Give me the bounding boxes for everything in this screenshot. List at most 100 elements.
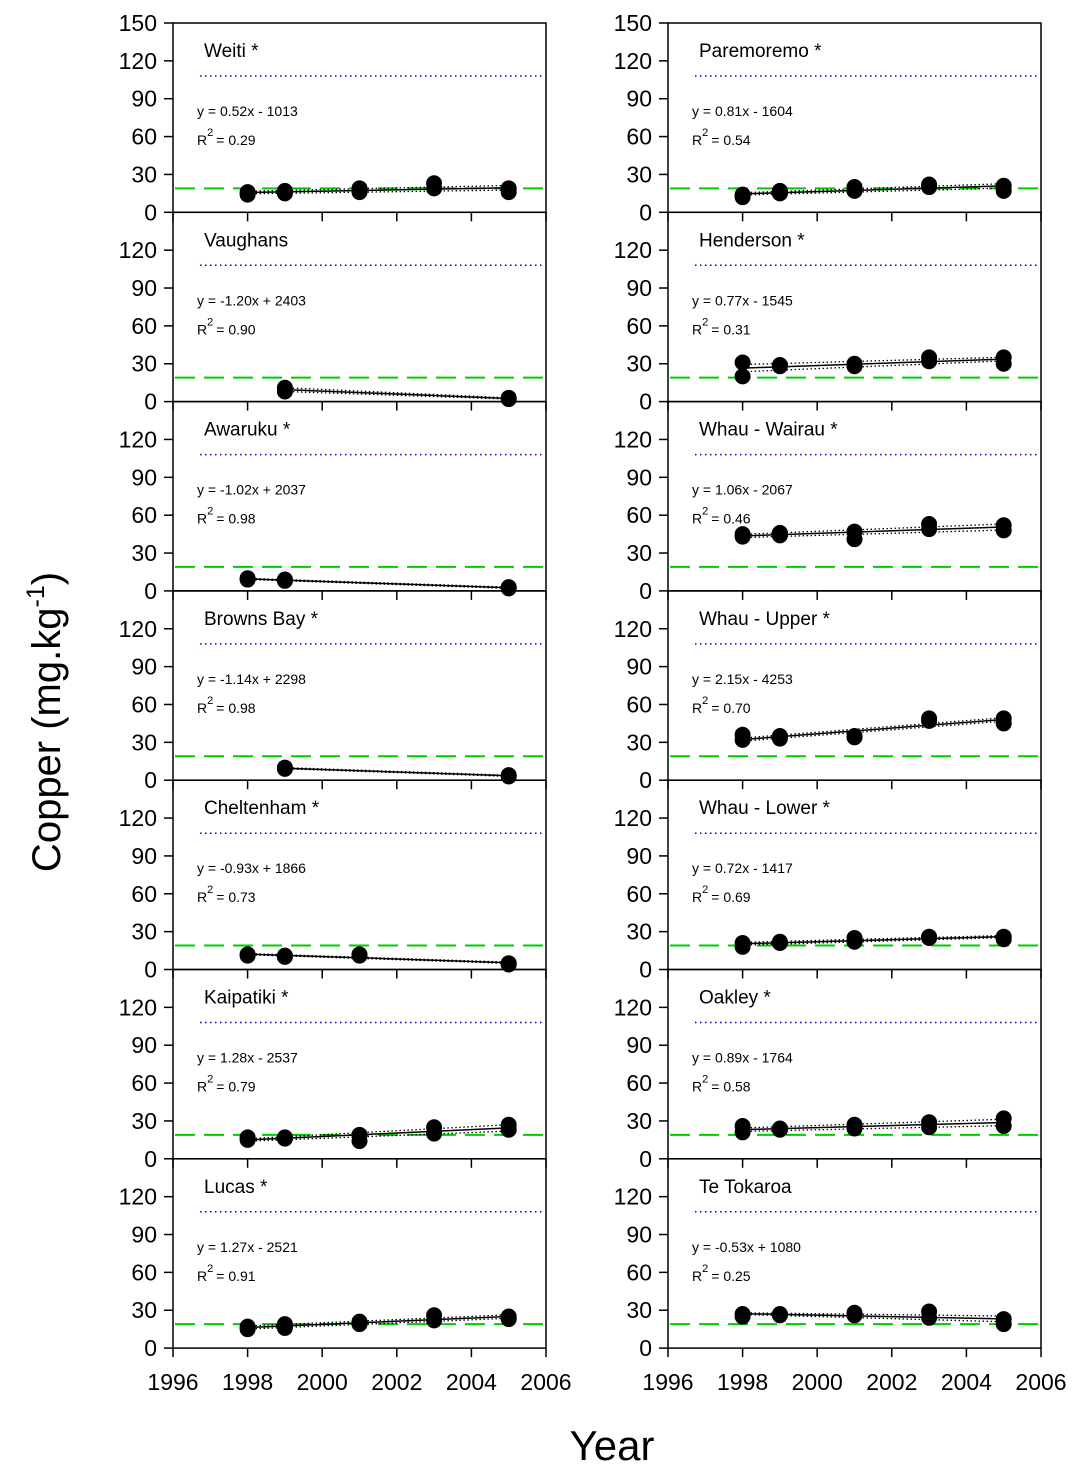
r-squared-value: = 0.79 xyxy=(216,1079,256,1095)
r-squared-symbol: R xyxy=(197,132,207,148)
data-point xyxy=(995,1110,1012,1127)
y-tick-label: 30 xyxy=(131,540,157,566)
data-point xyxy=(771,357,788,374)
data-point xyxy=(239,1318,256,1335)
r-squared-exponent: 2 xyxy=(207,1074,213,1086)
r-squared-value: = 0.98 xyxy=(216,700,256,716)
data-point xyxy=(846,1304,863,1321)
data-point xyxy=(995,349,1012,366)
y-tick-label: 30 xyxy=(131,351,157,377)
panel-title: Paremoremo * xyxy=(699,41,822,62)
data-point xyxy=(734,1117,751,1134)
y-tick-label: 0 xyxy=(144,957,157,983)
data-point xyxy=(846,929,863,946)
y-tick-label: 90 xyxy=(131,843,157,869)
y-tick-label: 60 xyxy=(131,124,157,150)
panel-9: 0 30 60 90 120 Cheltenham * y = -0.93x + 1866 R… xyxy=(119,779,547,983)
regression-equation: y = 2.15x - 4253 xyxy=(692,671,793,687)
data-point xyxy=(351,180,368,197)
data-point xyxy=(921,1114,938,1131)
r-squared-symbol: R xyxy=(692,511,702,527)
data-point xyxy=(426,1119,443,1136)
panel-3: 0 30 60 90 120 Vaughans y = -1.20x + 2403 R2 = 0… xyxy=(119,211,547,415)
r-squared-value: = 0.29 xyxy=(216,132,256,148)
r-squared-symbol: R xyxy=(692,1268,702,1284)
data-point xyxy=(426,175,443,192)
panel-title: Browns Bay * xyxy=(204,609,319,630)
panel-title: Te Tokaroa xyxy=(699,1177,792,1198)
r-squared-value: = 0.70 xyxy=(711,700,751,716)
y-tick-label: 90 xyxy=(626,275,652,301)
r-squared-label: R2 = 0.90 xyxy=(197,316,256,337)
r-squared-value: = 0.90 xyxy=(216,321,256,337)
panel-frame xyxy=(667,1158,1042,1349)
y-tick-label: 0 xyxy=(144,767,157,793)
data-point xyxy=(771,1120,788,1137)
y-tick-label: 120 xyxy=(119,48,157,74)
r-squared-symbol: R xyxy=(197,889,207,905)
y-tick-label: 60 xyxy=(626,502,652,528)
y-tick-label: 120 xyxy=(614,426,652,452)
x-tick-label: 2004 xyxy=(446,1369,497,1395)
r-squared-exponent: 2 xyxy=(207,316,213,328)
y-tick-label: 30 xyxy=(626,1108,652,1134)
data-point xyxy=(921,176,938,193)
y-tick-label: 150 xyxy=(614,10,652,36)
data-point xyxy=(351,1126,368,1143)
r-squared-exponent: 2 xyxy=(702,884,708,896)
y-tick-label: 60 xyxy=(626,1259,652,1285)
y-tick-label: 120 xyxy=(614,616,652,642)
panel-title: Vaughans xyxy=(204,230,288,251)
y-tick-label: 120 xyxy=(614,237,652,263)
x-tick-label: 2002 xyxy=(866,1369,917,1395)
y-axis-title: Copper (mg.kg-1) xyxy=(22,572,69,872)
panel-13: 0 30 60 90 120 1996 1998 2000 2002 2004 2006 Lucas … xyxy=(119,1158,572,1395)
y-tick-label: 60 xyxy=(626,881,652,907)
data-point xyxy=(734,526,751,543)
data-point xyxy=(734,726,751,743)
y-tick-label: 30 xyxy=(626,540,652,566)
panel-6: 0 30 60 90 120 Whau - Wairau * y = 1.06x - 206… xyxy=(614,400,1042,604)
r-squared-value: = 0.73 xyxy=(216,889,256,905)
r-squared-label: R2 = 0.73 xyxy=(197,884,256,905)
y-tick-label: 30 xyxy=(131,161,157,187)
regression-equation: y = 1.28x - 2537 xyxy=(197,1050,298,1066)
r-squared-value: = 0.25 xyxy=(711,1268,751,1284)
panel-2: 0 30 60 90 120 150 Paremoremo * y = 0.81x - 160… xyxy=(614,10,1042,225)
data-point xyxy=(921,516,938,533)
y-tick-label: 30 xyxy=(131,919,157,945)
r-squared-label: R2 = 0.98 xyxy=(197,506,256,527)
data-point xyxy=(276,759,293,776)
data-point xyxy=(734,368,751,385)
y-tick-label: 120 xyxy=(119,616,157,642)
panel-title: Kaipatiki * xyxy=(204,988,289,1009)
y-tick-label: 120 xyxy=(119,1184,157,1210)
y-tick-label: 60 xyxy=(626,313,652,339)
panel-14: 0 30 60 90 120 1996 1998 2000 2002 2004 2006 Te Tok… xyxy=(614,1158,1067,1395)
r-squared-value: = 0.46 xyxy=(711,511,751,527)
data-point xyxy=(734,1306,751,1323)
r-squared-exponent: 2 xyxy=(207,1263,213,1275)
data-point xyxy=(771,728,788,745)
data-point xyxy=(239,184,256,201)
r-squared-label: R2 = 0.91 xyxy=(197,1263,256,1284)
data-point xyxy=(734,186,751,203)
x-axis-title: Year xyxy=(570,1422,655,1465)
data-point xyxy=(846,355,863,372)
y-axis-title-main: Copper (mg.kg xyxy=(25,608,69,873)
data-point xyxy=(921,1303,938,1320)
y-tick-label: 90 xyxy=(626,843,652,869)
r-squared-symbol: R xyxy=(692,132,702,148)
panel-title: Henderson * xyxy=(699,230,805,251)
r-squared-symbol: R xyxy=(197,700,207,716)
data-point xyxy=(351,1313,368,1330)
data-point xyxy=(846,179,863,196)
data-point xyxy=(846,1116,863,1133)
y-tick-label: 30 xyxy=(626,729,652,755)
regression-equation: y = 1.06x - 2067 xyxy=(692,482,793,498)
regression-equation: y = -1.20x + 2403 xyxy=(197,292,306,308)
y-tick-label: 60 xyxy=(131,313,157,339)
data-point xyxy=(995,517,1012,534)
r-squared-symbol: R xyxy=(692,1079,702,1095)
